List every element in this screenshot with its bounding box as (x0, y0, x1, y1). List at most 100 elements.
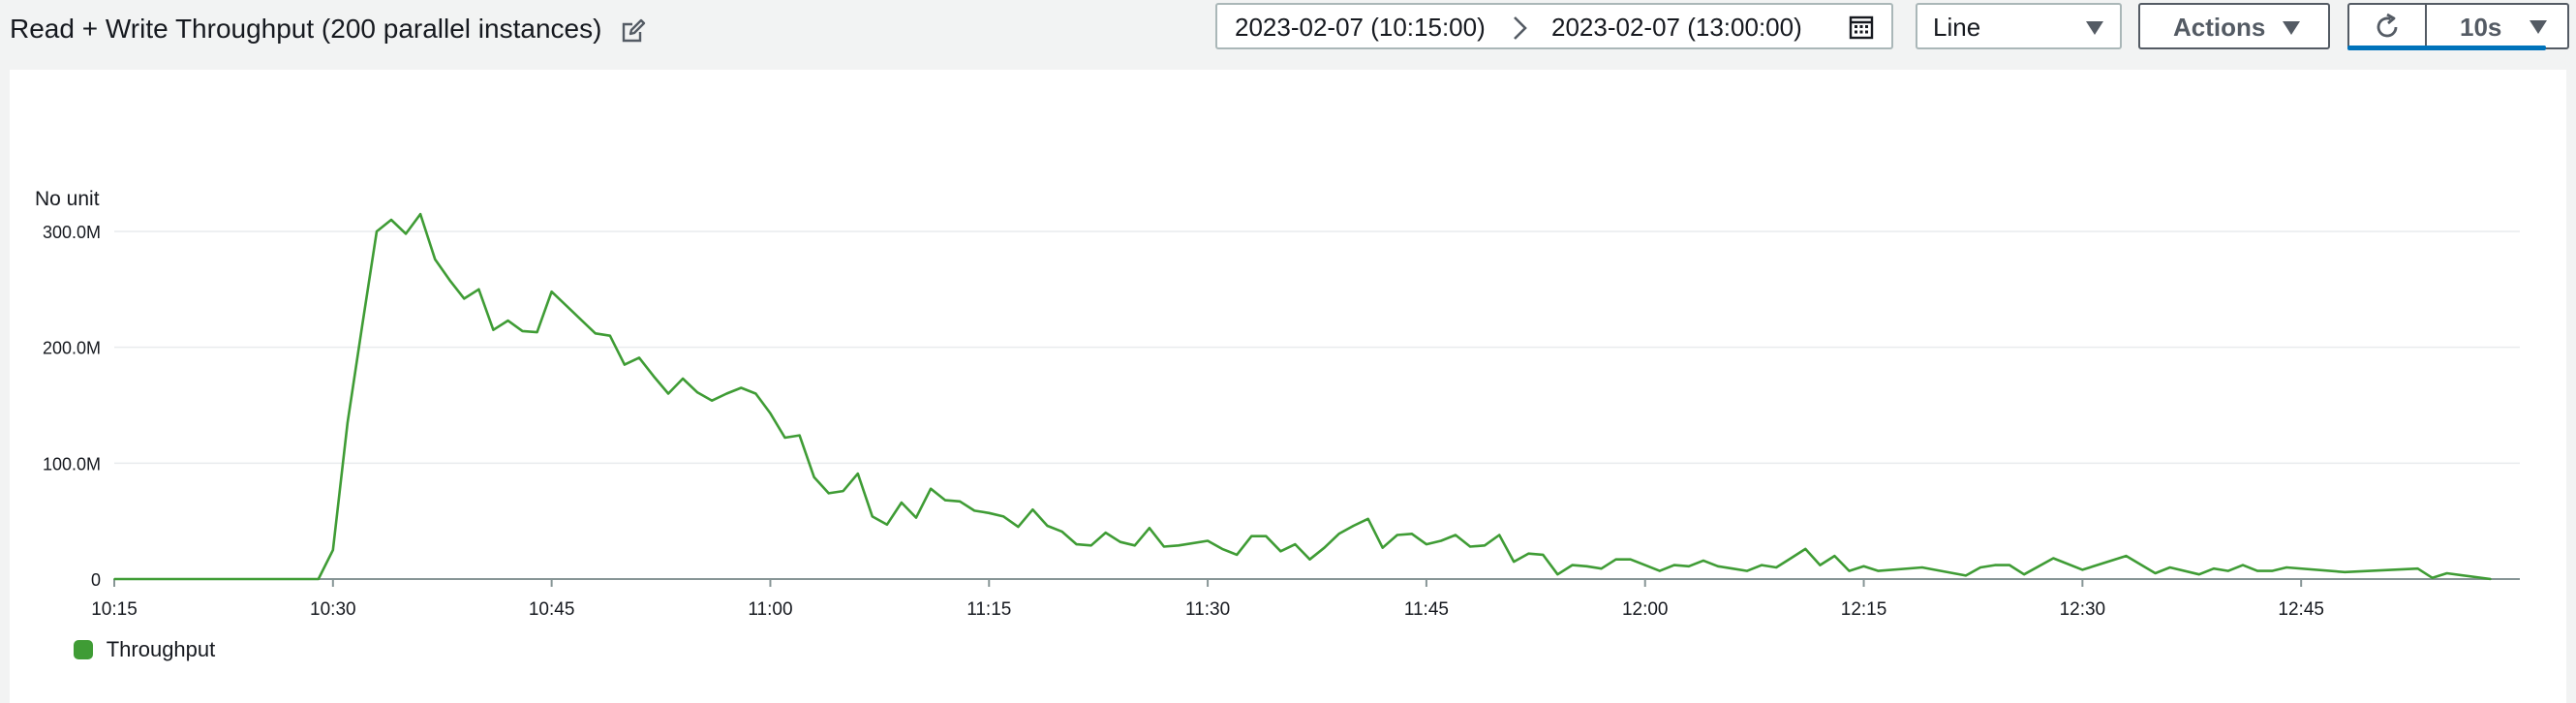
data-point (783, 437, 786, 439)
data-point (2213, 567, 2215, 570)
data-point (2431, 576, 2434, 579)
chart-legend[interactable]: Throughput (74, 637, 215, 662)
data-point (2023, 573, 2026, 576)
data-point (1862, 565, 1865, 567)
data-point (1178, 544, 1180, 547)
data-point (2242, 564, 2244, 566)
data-point (1746, 569, 1748, 572)
actions-label: Actions (2173, 13, 2266, 42)
data-point (1163, 545, 1165, 548)
data-point (1658, 569, 1661, 572)
data-point (711, 399, 714, 402)
data-point (1017, 526, 1020, 528)
x-tick-label: 12:15 (1841, 599, 1887, 620)
calendar-icon[interactable] (1849, 15, 1874, 40)
x-tick-label: 12:00 (1622, 599, 1669, 620)
data-point (901, 502, 903, 504)
series-line-throughput (114, 212, 2492, 581)
edit-icon[interactable] (621, 18, 646, 44)
caret-down-icon (2283, 21, 2300, 35)
x-tick-label: 11:00 (748, 599, 792, 620)
data-point (1308, 558, 1311, 561)
data-point (696, 391, 699, 394)
data-point (550, 290, 553, 293)
data-point (2125, 555, 2128, 557)
data-point (740, 386, 743, 389)
data-point (1585, 565, 1588, 567)
data-point (1352, 525, 1355, 527)
chart-type-value: Line (1933, 13, 1981, 42)
data-point (1337, 533, 1340, 535)
data-point (1702, 560, 1704, 562)
data-point (2227, 569, 2229, 572)
data-point (2256, 569, 2258, 572)
data-point (536, 331, 538, 333)
data-point (1819, 564, 1822, 566)
refresh-button[interactable] (2349, 5, 2427, 47)
data-point (638, 356, 640, 359)
data-point (1484, 544, 1486, 547)
data-point (1089, 544, 1092, 547)
data-point (1294, 543, 1297, 545)
x-tick-label: 11:30 (1185, 599, 1230, 620)
x-tick-label: 10:45 (529, 599, 575, 620)
data-point (988, 511, 991, 514)
data-point (390, 219, 392, 221)
data-point (347, 421, 349, 424)
data-point (1411, 533, 1413, 535)
data-point (827, 492, 830, 495)
legend-swatch (74, 640, 93, 659)
data-point (944, 499, 946, 502)
y-tick-label: 0 (91, 570, 101, 590)
data-point (1075, 543, 1078, 545)
line-chart: No unit 0 100.0M 200.0M 300.0M 10:15 10:30 10:4… (35, 188, 2520, 620)
data-point (1877, 569, 1880, 572)
refresh-interval-dropdown[interactable]: 10s (2427, 5, 2567, 47)
data-point (1265, 535, 1268, 537)
data-point (1133, 544, 1136, 547)
x-tick-label: 11:15 (966, 599, 1011, 620)
data-point (565, 304, 567, 307)
data-point (1395, 534, 1398, 536)
chart-type-select[interactable]: Line (1916, 3, 2122, 49)
data-point (317, 578, 320, 580)
data-point (1119, 540, 1121, 543)
data-point (1833, 555, 1836, 557)
data-point (1688, 565, 1690, 567)
data-point (653, 375, 655, 378)
date-range-start[interactable]: 2023-02-07 (10:15:00) (1235, 13, 1486, 42)
data-point (506, 320, 509, 321)
data-point (842, 490, 844, 492)
caret-down-icon (2086, 21, 2103, 35)
data-point (594, 332, 597, 335)
data-point (405, 232, 407, 235)
data-point (1031, 508, 1034, 511)
data-point (871, 515, 874, 518)
data-point (1498, 534, 1501, 536)
data-point (2052, 557, 2055, 560)
data-point (1279, 550, 1282, 553)
data-point (1207, 539, 1209, 542)
data-point (1775, 566, 1778, 568)
x-tick-label: 11:45 (1404, 599, 1449, 620)
data-point (1002, 515, 1005, 518)
data-point (1149, 527, 1150, 530)
date-range-picker[interactable]: 2023-02-07 (10:15:00) 2023-02-07 (13:00:… (1215, 3, 1893, 49)
legend-label: Throughput (106, 637, 216, 661)
data-point (959, 500, 962, 503)
data-point (1804, 548, 1807, 550)
data-point (2416, 567, 2419, 570)
data-point (813, 475, 815, 478)
data-point (915, 516, 917, 519)
y-tick-label: 300.0M (43, 223, 101, 242)
data-point (1920, 566, 1923, 568)
x-tick-label: 10:15 (91, 599, 138, 620)
data-point (477, 288, 480, 290)
data-point (1965, 574, 1967, 577)
data-point (2344, 570, 2346, 573)
data-point (1717, 565, 1719, 567)
data-point (856, 473, 859, 474)
data-point (1614, 558, 1617, 561)
actions-button[interactable]: Actions (2138, 3, 2330, 49)
date-range-end[interactable]: 2023-02-07 (13:00:00) (1551, 13, 1802, 42)
